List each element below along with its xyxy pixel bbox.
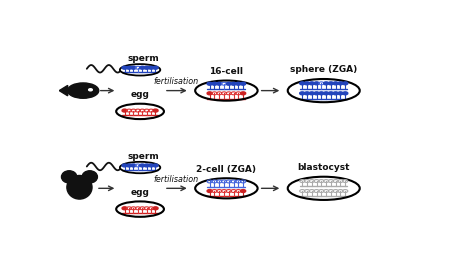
Polygon shape: [59, 85, 68, 96]
Circle shape: [231, 82, 236, 85]
Circle shape: [131, 164, 136, 167]
Circle shape: [207, 92, 212, 95]
Ellipse shape: [62, 171, 77, 183]
Circle shape: [127, 164, 132, 167]
Circle shape: [343, 92, 348, 95]
Circle shape: [304, 92, 310, 95]
Circle shape: [127, 66, 132, 69]
Circle shape: [333, 82, 338, 85]
Text: blastocyst: blastocyst: [298, 163, 350, 171]
Circle shape: [153, 164, 158, 167]
Circle shape: [122, 164, 127, 167]
Circle shape: [304, 82, 310, 85]
Text: egg: egg: [131, 188, 149, 197]
Circle shape: [140, 66, 145, 69]
Circle shape: [314, 82, 319, 85]
Circle shape: [309, 82, 314, 85]
Circle shape: [343, 82, 348, 85]
Circle shape: [153, 66, 158, 69]
Circle shape: [207, 82, 212, 85]
Circle shape: [314, 92, 319, 95]
Circle shape: [148, 66, 154, 69]
Circle shape: [300, 82, 305, 85]
Text: sperm: sperm: [128, 54, 160, 63]
Ellipse shape: [82, 171, 98, 183]
Circle shape: [338, 92, 343, 95]
Circle shape: [148, 164, 154, 167]
Circle shape: [338, 82, 343, 85]
Circle shape: [131, 66, 136, 69]
Circle shape: [89, 89, 92, 91]
Circle shape: [217, 82, 222, 85]
Circle shape: [226, 82, 231, 85]
Circle shape: [328, 92, 334, 95]
Text: sperm: sperm: [128, 152, 160, 161]
Circle shape: [319, 92, 324, 95]
Circle shape: [324, 82, 328, 85]
Circle shape: [140, 164, 145, 167]
Circle shape: [122, 66, 127, 69]
Circle shape: [333, 92, 338, 95]
Text: 16-cell: 16-cell: [210, 67, 243, 76]
Circle shape: [240, 92, 246, 95]
Circle shape: [309, 92, 314, 95]
Circle shape: [236, 82, 241, 85]
Text: 2-cell (ZGA): 2-cell (ZGA): [196, 164, 256, 174]
Ellipse shape: [67, 83, 99, 98]
Circle shape: [153, 109, 158, 112]
Text: fertilisation: fertilisation: [154, 77, 199, 86]
Text: fertilisation: fertilisation: [154, 175, 199, 184]
Text: egg: egg: [131, 90, 149, 99]
Ellipse shape: [67, 176, 92, 199]
Circle shape: [240, 190, 246, 193]
Circle shape: [324, 92, 328, 95]
Circle shape: [300, 92, 305, 95]
Circle shape: [212, 82, 217, 85]
Circle shape: [122, 207, 127, 210]
Text: sphere (ZGA): sphere (ZGA): [290, 65, 357, 74]
Circle shape: [144, 66, 149, 69]
Circle shape: [240, 82, 246, 85]
Circle shape: [144, 164, 149, 167]
Circle shape: [207, 190, 212, 193]
Circle shape: [328, 82, 334, 85]
Circle shape: [122, 109, 127, 112]
Circle shape: [153, 207, 158, 210]
